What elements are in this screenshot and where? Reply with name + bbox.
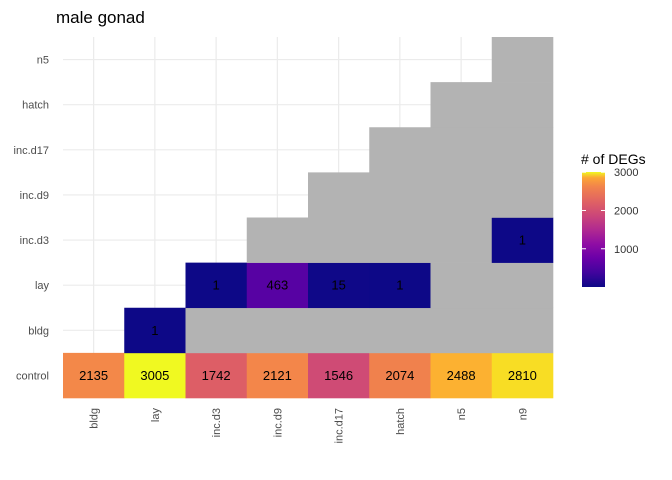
heatmap-cell	[308, 262, 370, 309]
x-tick-label: n9	[517, 408, 529, 420]
y-tick-label: bldg	[28, 325, 49, 337]
heatmap-cell	[491, 352, 554, 399]
heatmap-cell	[369, 262, 431, 309]
heatmap-cell	[491, 82, 554, 128]
cell-value-label: 1	[519, 233, 526, 248]
cell-value-label: 15	[331, 278, 345, 293]
cell-value-labels: 2135 3005 1742 2121 1546 2074 2488 2810 1 1 463 15 1…	[79, 233, 537, 383]
y-tick-label: n5	[37, 55, 49, 67]
cell-value-label: 1	[213, 278, 220, 293]
x-tick-label: inc.d3	[211, 408, 223, 437]
heatmap-cells	[63, 37, 554, 399]
heatmap-cell	[124, 352, 186, 399]
heatmap-cell	[246, 262, 309, 309]
heatmap-cell	[246, 352, 309, 399]
y-tick-label: control	[16, 370, 49, 382]
x-tick-label: lay	[150, 408, 162, 423]
cell-value-label: 2074	[385, 368, 414, 383]
heatmap-cell	[308, 352, 370, 399]
heatmap-cell	[246, 307, 309, 354]
heatmap-cell	[491, 262, 554, 309]
color-legend: # of DEGs 1000 2000 3000	[581, 151, 646, 287]
heatmap-cell	[369, 307, 431, 354]
legend-title: # of DEGs	[581, 151, 646, 167]
cell-value-label: 2488	[447, 368, 476, 383]
heatmap-cell	[430, 262, 493, 309]
cell-value-label: 3005	[140, 368, 169, 383]
heatmap-cell	[185, 352, 248, 399]
y-tick-label: hatch	[22, 100, 49, 112]
cell-value-label: 2135	[79, 368, 108, 383]
x-tick-label: inc.d9	[272, 408, 284, 437]
heatmap-cell	[369, 217, 431, 263]
heatmap-cell	[308, 172, 370, 218]
cell-value-label: 463	[267, 278, 289, 293]
heatmap-cell	[308, 217, 370, 263]
y-tick-label: inc.d3	[20, 235, 49, 247]
heatmap-cell	[491, 307, 554, 354]
heatmap-cell	[124, 307, 186, 354]
y-axis-tick-labels: control bldg lay inc.d3 inc.d9 inc.d17 hatch n5	[14, 55, 50, 383]
cell-value-label: 1	[151, 323, 158, 338]
cell-value-label: 2810	[508, 368, 537, 383]
heatmap-cell	[491, 127, 554, 173]
cell-value-label: 1546	[324, 368, 353, 383]
cell-value-label: 1	[396, 278, 403, 293]
heatmap-cell	[369, 172, 431, 218]
heatmap-cell	[491, 217, 554, 263]
legend-tick-label: 3000	[614, 167, 638, 179]
heatmap-cell	[491, 37, 554, 83]
heatmap-cell	[430, 82, 493, 128]
y-tick-label: inc.d17	[14, 145, 49, 157]
heatmap-cell	[430, 217, 493, 263]
chart-title: male gonad	[56, 8, 145, 27]
heatmap-cell	[63, 352, 125, 399]
heatmap-cell	[369, 127, 431, 173]
heatmap-cell	[430, 352, 493, 399]
heatmap-cell	[308, 307, 370, 354]
legend-ticks: 1000 2000 3000	[582, 167, 638, 256]
legend-tick-label: 2000	[614, 205, 638, 217]
heatmap-cell	[430, 127, 493, 173]
x-tick-label: hatch	[395, 408, 407, 435]
heatmap-cell	[430, 172, 493, 218]
x-tick-label: n5	[456, 408, 468, 420]
heatmap-cell	[430, 307, 493, 354]
y-tick-label: lay	[35, 280, 50, 292]
legend-colorbar	[582, 172, 605, 287]
heatmap-cell	[185, 307, 248, 354]
heatmap-cell	[369, 352, 431, 399]
cell-value-label: 2121	[263, 368, 292, 383]
x-tick-label: bldg	[89, 408, 101, 429]
legend-tick-label: 1000	[614, 244, 638, 256]
cell-value-label: 1742	[202, 368, 231, 383]
heatmap-cell	[246, 217, 309, 263]
heatmap-cell	[185, 262, 248, 309]
y-tick-label: inc.d9	[20, 190, 49, 202]
heatmap-cell	[491, 172, 554, 218]
x-axis-tick-labels: bldg lay inc.d3 inc.d9 inc.d17 hatch n5 n9	[89, 408, 530, 444]
x-tick-label: inc.d17	[334, 408, 346, 443]
